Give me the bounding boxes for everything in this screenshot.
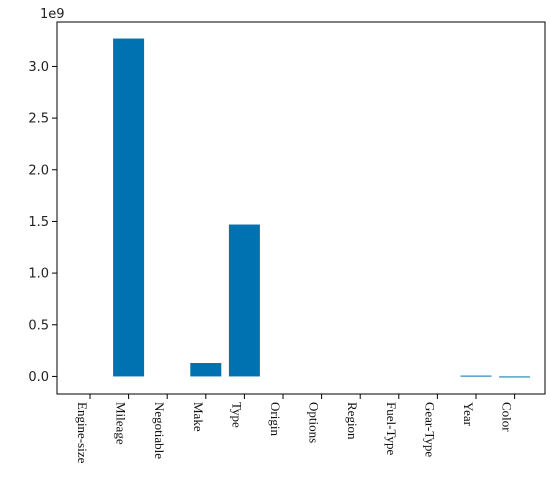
x-axis: Engine-size Mileage Negotiable Make Type Orig… xyxy=(75,394,516,464)
bar-color xyxy=(499,376,531,378)
y-tick-label: 2.0 xyxy=(28,163,49,178)
x-tick-label: Make xyxy=(191,402,206,432)
y-tick-label: 2.5 xyxy=(28,112,49,127)
plot-frame xyxy=(56,21,546,395)
bar-year xyxy=(460,375,492,377)
x-tick-label: Engine-size xyxy=(75,402,90,464)
bar-make xyxy=(190,363,222,377)
bars-group xyxy=(113,38,531,378)
bar-type xyxy=(228,224,260,377)
y-tick-label: 3.0 xyxy=(28,60,49,75)
y-tick-label: 0.5 xyxy=(28,318,49,333)
x-tick-label: Negotiable xyxy=(152,402,167,459)
x-tick-label: Options xyxy=(307,402,322,443)
x-tick-label: Year xyxy=(461,402,476,427)
x-tick-label: Type xyxy=(229,402,244,428)
y-tick-label: 1.0 xyxy=(28,267,49,282)
x-tick-label: Region xyxy=(345,402,360,440)
y-tick-label: 0.0 xyxy=(28,370,49,385)
y-tick-label: 1.5 xyxy=(28,215,49,230)
bar-mileage xyxy=(113,38,145,377)
y-axis: 0.0 0.5 1.0 1.5 2.0 2.5 3.0 xyxy=(28,60,57,385)
y-axis-offset-label: 1e9 xyxy=(40,7,65,22)
x-tick-label: Fuel-Type xyxy=(384,402,399,455)
x-tick-label: Origin xyxy=(268,402,283,436)
x-tick-label: Color xyxy=(500,402,515,432)
x-tick-label: Gear-Type xyxy=(422,402,437,457)
x-tick-label: Mileage xyxy=(114,402,129,445)
